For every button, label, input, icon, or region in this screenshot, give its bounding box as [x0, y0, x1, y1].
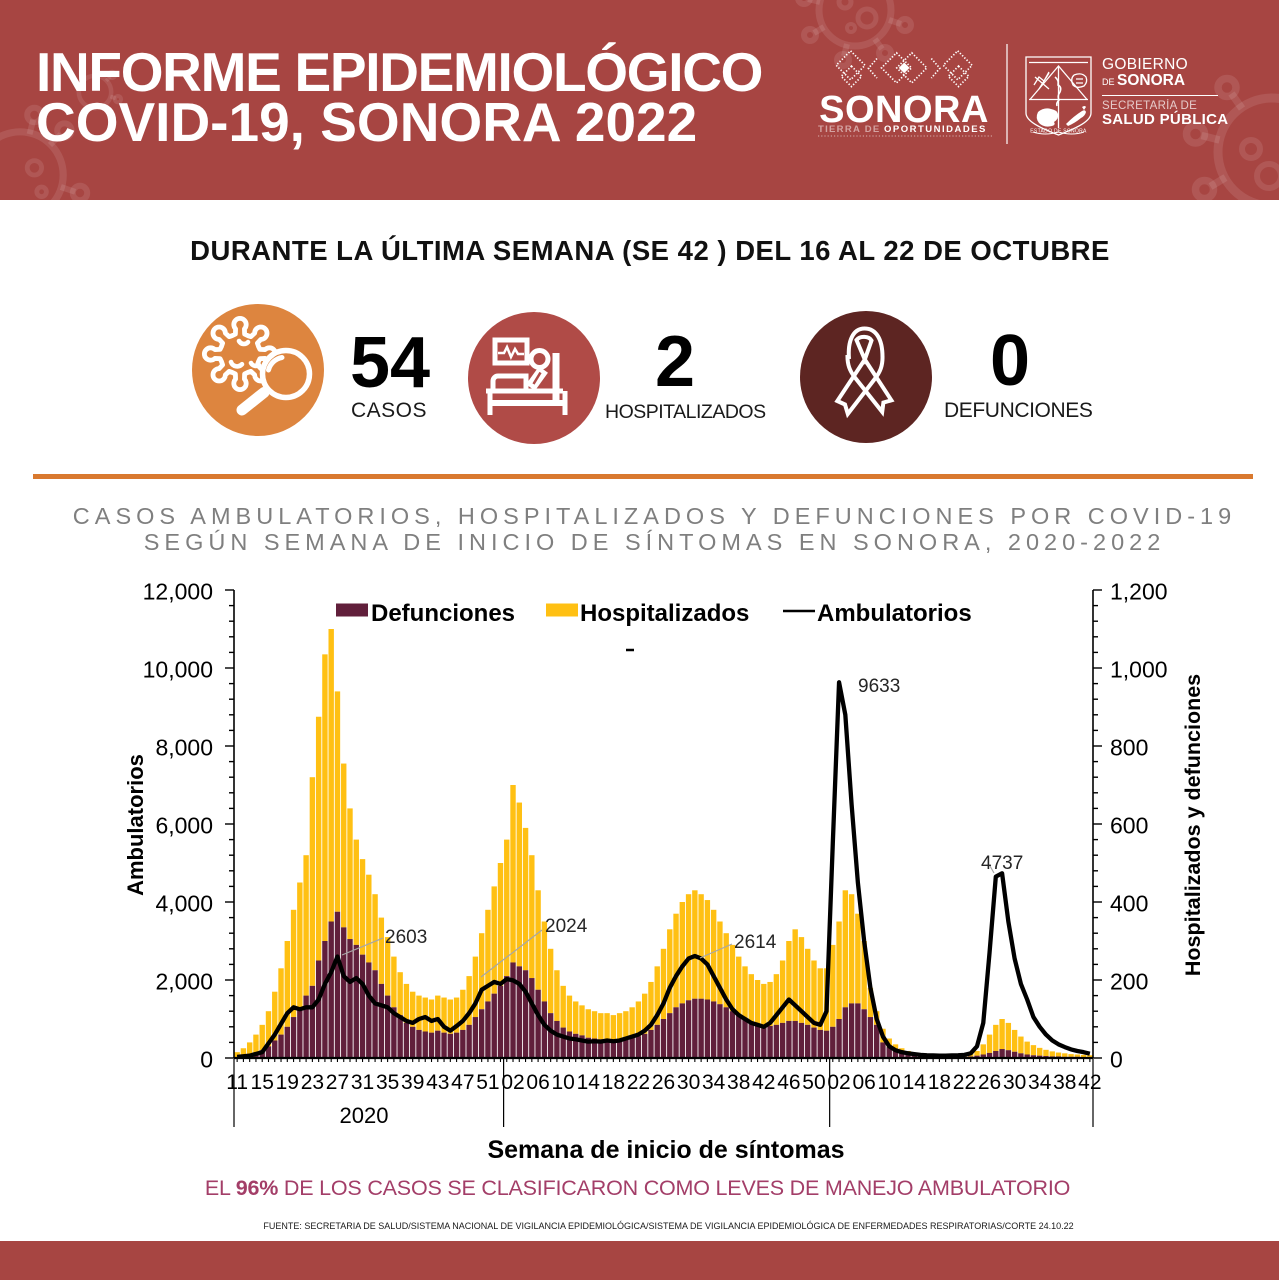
- svg-text:600: 600: [1110, 813, 1148, 839]
- svg-text:2603: 2603: [385, 927, 427, 948]
- svg-text:0: 0: [200, 1047, 213, 1073]
- svg-text:Ambulatorios: Ambulatorios: [817, 600, 972, 627]
- svg-text:18: 18: [602, 1071, 625, 1094]
- svg-text:0: 0: [1110, 1047, 1123, 1073]
- svg-text:Defunciones: Defunciones: [371, 600, 515, 627]
- svg-text:38: 38: [1053, 1071, 1076, 1094]
- svg-text:OPORTUNIDADES: OPORTUNIDADES: [884, 124, 987, 135]
- svg-text:200: 200: [1110, 969, 1148, 995]
- svg-text:400: 400: [1110, 891, 1148, 917]
- svg-text:14: 14: [903, 1071, 927, 1094]
- svg-text:10: 10: [878, 1071, 901, 1094]
- svg-text:22: 22: [953, 1071, 976, 1094]
- svg-text:26: 26: [978, 1071, 1001, 1094]
- svg-text:4737: 4737: [981, 853, 1023, 874]
- svg-text:19: 19: [276, 1071, 299, 1094]
- svg-text:23: 23: [301, 1071, 324, 1094]
- svg-text:47: 47: [451, 1071, 474, 1094]
- svg-text:34: 34: [702, 1071, 726, 1094]
- svg-text:27: 27: [326, 1071, 349, 1094]
- svg-text:1,200: 1,200: [1110, 579, 1168, 605]
- svg-text:10: 10: [552, 1071, 575, 1094]
- svg-text:Ambulatorios: Ambulatorios: [123, 754, 148, 896]
- svg-text:06: 06: [526, 1071, 549, 1094]
- svg-text:30: 30: [1003, 1071, 1026, 1094]
- svg-text:6,000: 6,000: [155, 813, 213, 839]
- svg-text:31: 31: [351, 1071, 374, 1094]
- svg-text:1,000: 1,000: [1110, 657, 1168, 683]
- svg-text:4,000: 4,000: [155, 891, 213, 917]
- svg-text:12,000: 12,000: [143, 579, 213, 605]
- svg-text:22: 22: [627, 1071, 650, 1094]
- svg-text:50: 50: [802, 1071, 825, 1094]
- svg-text:42: 42: [752, 1071, 775, 1094]
- svg-text:Hospitalizados y defunciones: Hospitalizados y defunciones: [1181, 674, 1205, 976]
- svg-text:2614: 2614: [734, 932, 777, 953]
- svg-text:2,000: 2,000: [155, 969, 213, 995]
- svg-text:2020: 2020: [340, 1103, 389, 1128]
- svg-text:02: 02: [827, 1071, 850, 1094]
- svg-text:34: 34: [1028, 1071, 1052, 1094]
- svg-text:39: 39: [401, 1071, 424, 1094]
- svg-text:35: 35: [376, 1071, 399, 1094]
- svg-text:10,000: 10,000: [143, 657, 213, 683]
- svg-text:06: 06: [852, 1071, 875, 1094]
- svg-text:800: 800: [1110, 735, 1148, 761]
- svg-text:Semana de inicio de síntomas: Semana de inicio de síntomas: [487, 1136, 844, 1164]
- svg-text:46: 46: [777, 1071, 800, 1094]
- svg-text:Hospitalizados: Hospitalizados: [580, 600, 749, 627]
- svg-text:18: 18: [928, 1071, 951, 1094]
- svg-text:TIERRA DE: TIERRA DE: [818, 124, 881, 135]
- svg-text:SONORA: SONORA: [819, 89, 989, 131]
- svg-text:14: 14: [577, 1071, 601, 1094]
- svg-text:15: 15: [251, 1071, 274, 1094]
- svg-text:2024: 2024: [545, 916, 588, 937]
- svg-text:02: 02: [501, 1071, 524, 1094]
- svg-text:51: 51: [476, 1071, 499, 1094]
- svg-text:9633: 9633: [858, 676, 900, 697]
- svg-text:8,000: 8,000: [155, 735, 213, 761]
- svg-text:43: 43: [426, 1071, 449, 1094]
- svg-text:ESTADO DE SONORA: ESTADO DE SONORA: [1030, 129, 1087, 135]
- svg-text:26: 26: [652, 1071, 675, 1094]
- svg-text:11: 11: [226, 1071, 248, 1094]
- svg-text:42: 42: [1078, 1071, 1101, 1094]
- svg-text:38: 38: [727, 1071, 750, 1094]
- svg-text:30: 30: [677, 1071, 700, 1094]
